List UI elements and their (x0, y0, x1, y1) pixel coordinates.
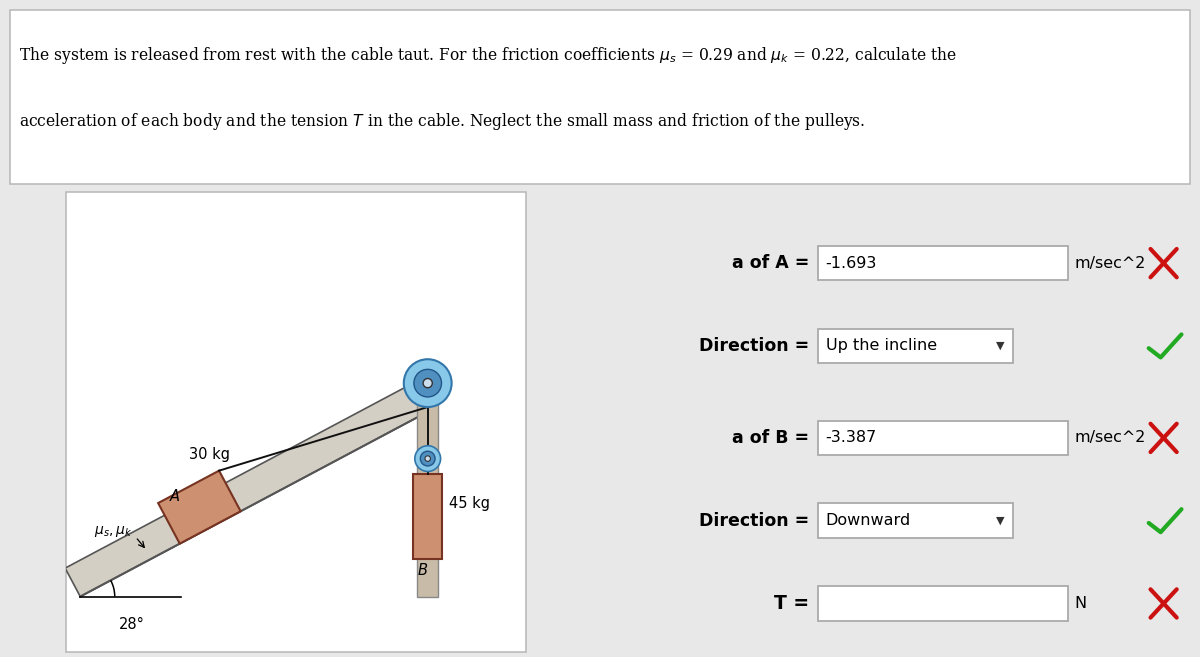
FancyBboxPatch shape (818, 586, 1068, 621)
FancyBboxPatch shape (818, 503, 1013, 538)
Circle shape (425, 456, 431, 461)
Polygon shape (158, 470, 241, 543)
Circle shape (424, 378, 432, 388)
Text: A: A (170, 489, 180, 504)
Text: -3.387: -3.387 (826, 430, 877, 445)
Polygon shape (414, 474, 442, 559)
Text: B: B (418, 563, 427, 578)
Circle shape (403, 359, 451, 407)
FancyBboxPatch shape (10, 10, 1190, 184)
FancyBboxPatch shape (66, 192, 527, 652)
Circle shape (414, 369, 442, 397)
Polygon shape (65, 384, 426, 597)
Text: Downward: Downward (826, 513, 911, 528)
Bar (418, 404, 438, 597)
Text: acceleration of each body and the tension $T$ in the cable. Neglect the small ma: acceleration of each body and the tensio… (19, 111, 865, 132)
Text: a of A =: a of A = (732, 254, 810, 272)
Text: ▼: ▼ (996, 341, 1004, 351)
Text: m/sec^2: m/sec^2 (1074, 430, 1146, 445)
Text: 45 kg: 45 kg (449, 496, 490, 511)
Text: m/sec^2: m/sec^2 (1074, 256, 1146, 271)
Text: Direction =: Direction = (700, 337, 810, 355)
Text: The system is released from rest with the cable taut. For the friction coefficie: The system is released from rest with th… (19, 45, 958, 66)
Text: 30 kg: 30 kg (188, 447, 229, 462)
Text: Up the incline: Up the incline (826, 338, 937, 353)
Circle shape (420, 451, 436, 466)
Circle shape (415, 445, 440, 472)
Text: T =: T = (774, 594, 810, 613)
FancyBboxPatch shape (818, 246, 1068, 281)
Text: N: N (1074, 596, 1086, 611)
Text: -1.693: -1.693 (826, 256, 877, 271)
Text: Direction =: Direction = (700, 512, 810, 530)
FancyBboxPatch shape (818, 420, 1068, 455)
FancyBboxPatch shape (818, 328, 1013, 363)
Text: $\mu_s, \mu_k$: $\mu_s, \mu_k$ (94, 524, 132, 539)
Text: 28°: 28° (119, 618, 145, 632)
Text: ▼: ▼ (996, 516, 1004, 526)
Text: a of B =: a of B = (732, 429, 810, 447)
